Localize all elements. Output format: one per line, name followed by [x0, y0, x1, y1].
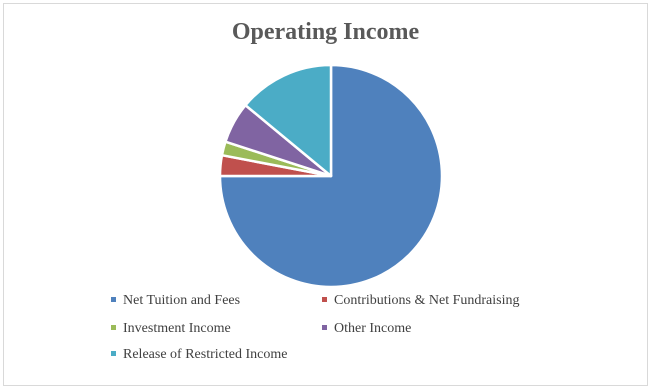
chart-frame: Operating Income Net Tuition and Fees Co…: [3, 3, 648, 386]
chart-title: Operating Income: [231, 19, 420, 45]
slice-release-restricted: [244, 63, 333, 178]
pie-chart: [218, 63, 444, 289]
